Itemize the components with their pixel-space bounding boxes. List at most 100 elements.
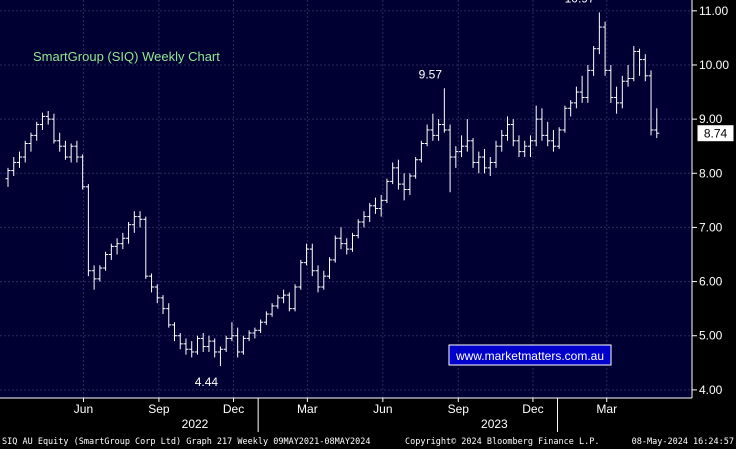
- y-tick-label: 5.00: [699, 329, 723, 343]
- ohlc-bar: [16, 151, 22, 168]
- ohlc-bar: [252, 327, 258, 339]
- ohlc-bar: [464, 119, 470, 152]
- ohlc-bar: [631, 46, 637, 82]
- ohlc-bar: [424, 124, 430, 147]
- price-annotation: 10.97: [565, 0, 595, 5]
- ohlc-bar: [177, 333, 183, 350]
- chart-title: SmartGroup (SIQ) Weekly Chart: [33, 49, 220, 64]
- watermark-box: [448, 344, 612, 366]
- ohlc-bar: [642, 54, 648, 82]
- ohlc-bar: [390, 162, 396, 185]
- last-price-label: 8.74: [704, 127, 728, 141]
- last-price-box: [696, 124, 735, 143]
- ohlc-bar: [11, 157, 17, 176]
- ohlc-bar: [367, 203, 373, 223]
- ohlc-bar: [240, 335, 246, 355]
- ohlc-bar: [149, 273, 155, 293]
- ohlc-bar: [591, 46, 597, 76]
- plot-area: [0, 0, 692, 398]
- x-tick-label: Mar: [596, 402, 617, 416]
- x-tick-label: Jun: [74, 402, 93, 416]
- ohlc-bar: [441, 88, 447, 133]
- ohlc-bar: [453, 146, 459, 168]
- ohlc-bar: [304, 243, 310, 266]
- ohlc-bar: [556, 127, 562, 149]
- price-bars: [5, 12, 660, 367]
- ohlc-bar: [395, 159, 401, 190]
- ohlc-bar: [539, 108, 545, 141]
- year-label: 2023: [481, 417, 508, 431]
- ohlc-bar: [648, 70, 654, 136]
- x-tick-label: Dec: [522, 402, 543, 416]
- ohlc-bar: [34, 121, 40, 141]
- ohlc-bar: [505, 116, 510, 141]
- ohlc-bar: [614, 86, 620, 114]
- footer: SIQ AU Equity (SmartGroup Corp Ltd) Grap…: [2, 437, 734, 447]
- x-tick-label: Jun: [373, 402, 392, 416]
- footer-left: SIQ AU Equity (SmartGroup Corp Ltd) Grap…: [2, 437, 370, 447]
- ohlc-bar: [258, 319, 264, 334]
- ohlc-bar: [5, 167, 11, 187]
- ohlc-bar: [482, 148, 488, 174]
- ohlc-bar: [51, 113, 57, 144]
- ohlc-bar: [217, 346, 223, 367]
- y-tick-label: 10.00: [699, 58, 729, 72]
- ohlc-bar: [321, 270, 327, 290]
- ohlc-bar: [608, 64, 614, 103]
- ohlc-bar: [212, 338, 218, 358]
- ohlc-bar: [338, 227, 344, 250]
- ohlc-bar: [189, 341, 195, 358]
- ohlc-bar: [246, 330, 252, 342]
- grid-lines: [0, 0, 692, 398]
- ohlc-bar: [80, 154, 86, 190]
- ohlc-bar: [62, 140, 68, 160]
- x-axis: JunSepDecMarJunSepDecMar202220232024: [0, 397, 692, 432]
- ohlc-bar: [487, 157, 493, 176]
- ohlc-bar: [447, 124, 453, 193]
- ohlc-bar: [22, 140, 28, 163]
- ohlc-bar: [550, 129, 556, 152]
- ohlc-bar: [459, 135, 465, 158]
- ohlc-bar: [309, 243, 315, 277]
- ohlc-bar: [327, 257, 333, 279]
- x-tick-label: Dec: [223, 402, 244, 416]
- y-tick-label: 7.00: [699, 220, 723, 234]
- ohlc-bar: [349, 232, 355, 252]
- ohlc-bar: [510, 119, 516, 147]
- price-annotation: 4.44: [195, 375, 219, 389]
- ohlc-bar: [235, 327, 241, 358]
- ohlc-bar: [332, 235, 338, 263]
- ohlc-bar: [522, 140, 528, 158]
- ohlc-bar: [378, 194, 384, 217]
- ohlc-bar: [418, 140, 424, 163]
- ohlc-bar: [430, 113, 436, 141]
- ohlc-bar: [579, 75, 585, 103]
- ohlc-bar: [137, 211, 143, 228]
- ohlc-bar: [126, 222, 132, 244]
- ohlc-bar: [470, 138, 476, 168]
- ohlc-bar: [263, 311, 269, 325]
- ohlc-bar: [355, 219, 361, 239]
- ohlc-bar: [413, 157, 419, 179]
- ohlc-bar: [562, 105, 568, 133]
- ohlc-bar: [344, 238, 350, 255]
- ohlc-bar: [57, 132, 63, 152]
- ohlc-bar: [131, 211, 137, 233]
- last-price-tag: 8.74: [696, 124, 735, 143]
- ohlc-bar: [194, 335, 200, 355]
- ohlc-bar: [160, 295, 166, 315]
- ohlc-bar: [625, 64, 631, 87]
- ohlc-bar: [436, 119, 442, 141]
- ohlc-bar: [527, 135, 533, 158]
- ohlc-bar: [120, 232, 126, 250]
- ohlc-bar: [407, 173, 413, 195]
- ohlc-bar: [384, 178, 390, 204]
- ohlc-bar: [281, 289, 287, 304]
- ohlc-bar: [596, 12, 602, 55]
- year-label: 2022: [182, 417, 209, 431]
- ohlc-bar: [45, 111, 51, 125]
- ohlc-bar: [39, 112, 45, 130]
- ohlc-bar: [103, 251, 109, 271]
